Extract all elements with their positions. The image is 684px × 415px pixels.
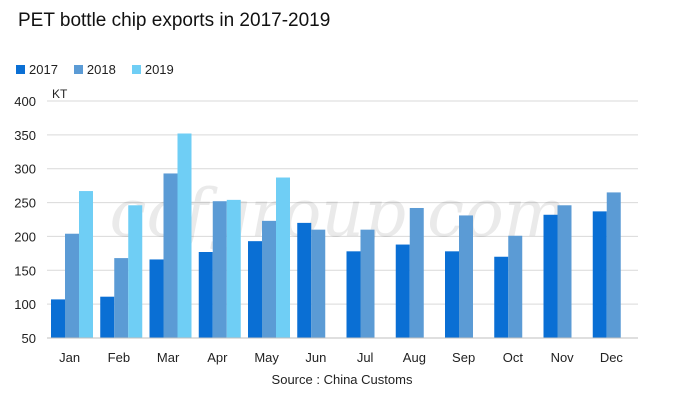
- x-tick-label-feb: Feb: [108, 350, 130, 365]
- bar-2018-jan: [65, 233, 79, 338]
- x-tick-label-sep: Sep: [452, 350, 475, 365]
- bar-2018-jun: [311, 229, 326, 338]
- chart-title: PET bottle chip exports in 2017-2019: [18, 10, 331, 31]
- legend-swatch-2017: [16, 65, 25, 74]
- bar-2019-mar: [177, 133, 192, 338]
- y-axis-label: KT: [52, 87, 68, 101]
- bar-2019-jan: [79, 191, 93, 338]
- source-note: Source : China Customs: [271, 372, 413, 387]
- bar-2018-may: [262, 220, 276, 338]
- bar-2019-may: [276, 177, 290, 338]
- x-tick-label-apr: Apr: [207, 350, 228, 365]
- bar-2017-aug: [395, 244, 410, 338]
- y-tick-label-200: 200: [14, 229, 36, 244]
- bar-2017-feb: [100, 296, 115, 338]
- x-tick-label-dec: Dec: [600, 350, 624, 365]
- bar-2018-apr: [212, 201, 227, 338]
- bar-2019-feb: [128, 205, 143, 338]
- bar-2018-aug: [409, 207, 424, 338]
- y-tick-label-300: 300: [14, 162, 36, 177]
- bar-2017-nov: [543, 214, 558, 338]
- bar-2017-may: [248, 241, 262, 338]
- legend-item-2019: 2019: [131, 62, 174, 77]
- bar-2018-oct: [508, 235, 523, 338]
- bar-2017-apr: [198, 252, 213, 338]
- x-tick-label-jul: Jul: [357, 350, 374, 365]
- bar-2017-sep: [445, 251, 459, 338]
- legend-label-2017: 2017: [29, 62, 58, 77]
- legend-swatch-2018: [73, 65, 83, 74]
- x-tick-label-oct: Oct: [503, 350, 524, 365]
- y-tick-label-150: 150: [14, 263, 36, 278]
- y-tick-label-50: 50: [22, 331, 36, 346]
- bar-2017-jul: [346, 251, 361, 338]
- bar-2018-dec: [606, 192, 621, 338]
- bar-2018-sep: [459, 215, 473, 338]
- bar-2017-oct: [494, 256, 509, 338]
- bar-2018-mar: [163, 173, 178, 338]
- bar-2018-jul: [360, 229, 375, 338]
- x-tick-label-jun: Jun: [305, 350, 326, 365]
- legend-swatch-2019: [131, 65, 141, 74]
- legend-label-2018: 2018: [86, 62, 116, 77]
- bar-2018-feb: [114, 258, 129, 338]
- y-tick-label-350: 350: [14, 128, 36, 143]
- x-tick-label-aug: Aug: [403, 350, 426, 365]
- y-tick-label-100: 100: [14, 297, 36, 312]
- y-tick-label-250: 250: [14, 196, 36, 211]
- x-tick-label-mar: Mar: [157, 350, 180, 365]
- x-tick-label-nov: Nov: [551, 350, 575, 365]
- y-tick-label-400: 400: [14, 94, 36, 109]
- bar-2017-dec: [592, 211, 607, 338]
- bar-2017-jan: [51, 299, 65, 338]
- legend-label-2019: 2019: [144, 62, 174, 77]
- legend-item-2018: 2018: [73, 62, 116, 77]
- legend-item-2017: 2017: [16, 62, 58, 77]
- x-tick-label-may: May: [254, 350, 279, 365]
- legend: 2017 2018 2019: [16, 62, 174, 77]
- bar-2017-mar: [149, 259, 164, 338]
- x-tick-label-jan: Jan: [59, 350, 80, 365]
- bar-2019-apr: [226, 199, 241, 338]
- bar-2018-nov: [557, 205, 572, 338]
- bar-2017-jun: [297, 222, 312, 338]
